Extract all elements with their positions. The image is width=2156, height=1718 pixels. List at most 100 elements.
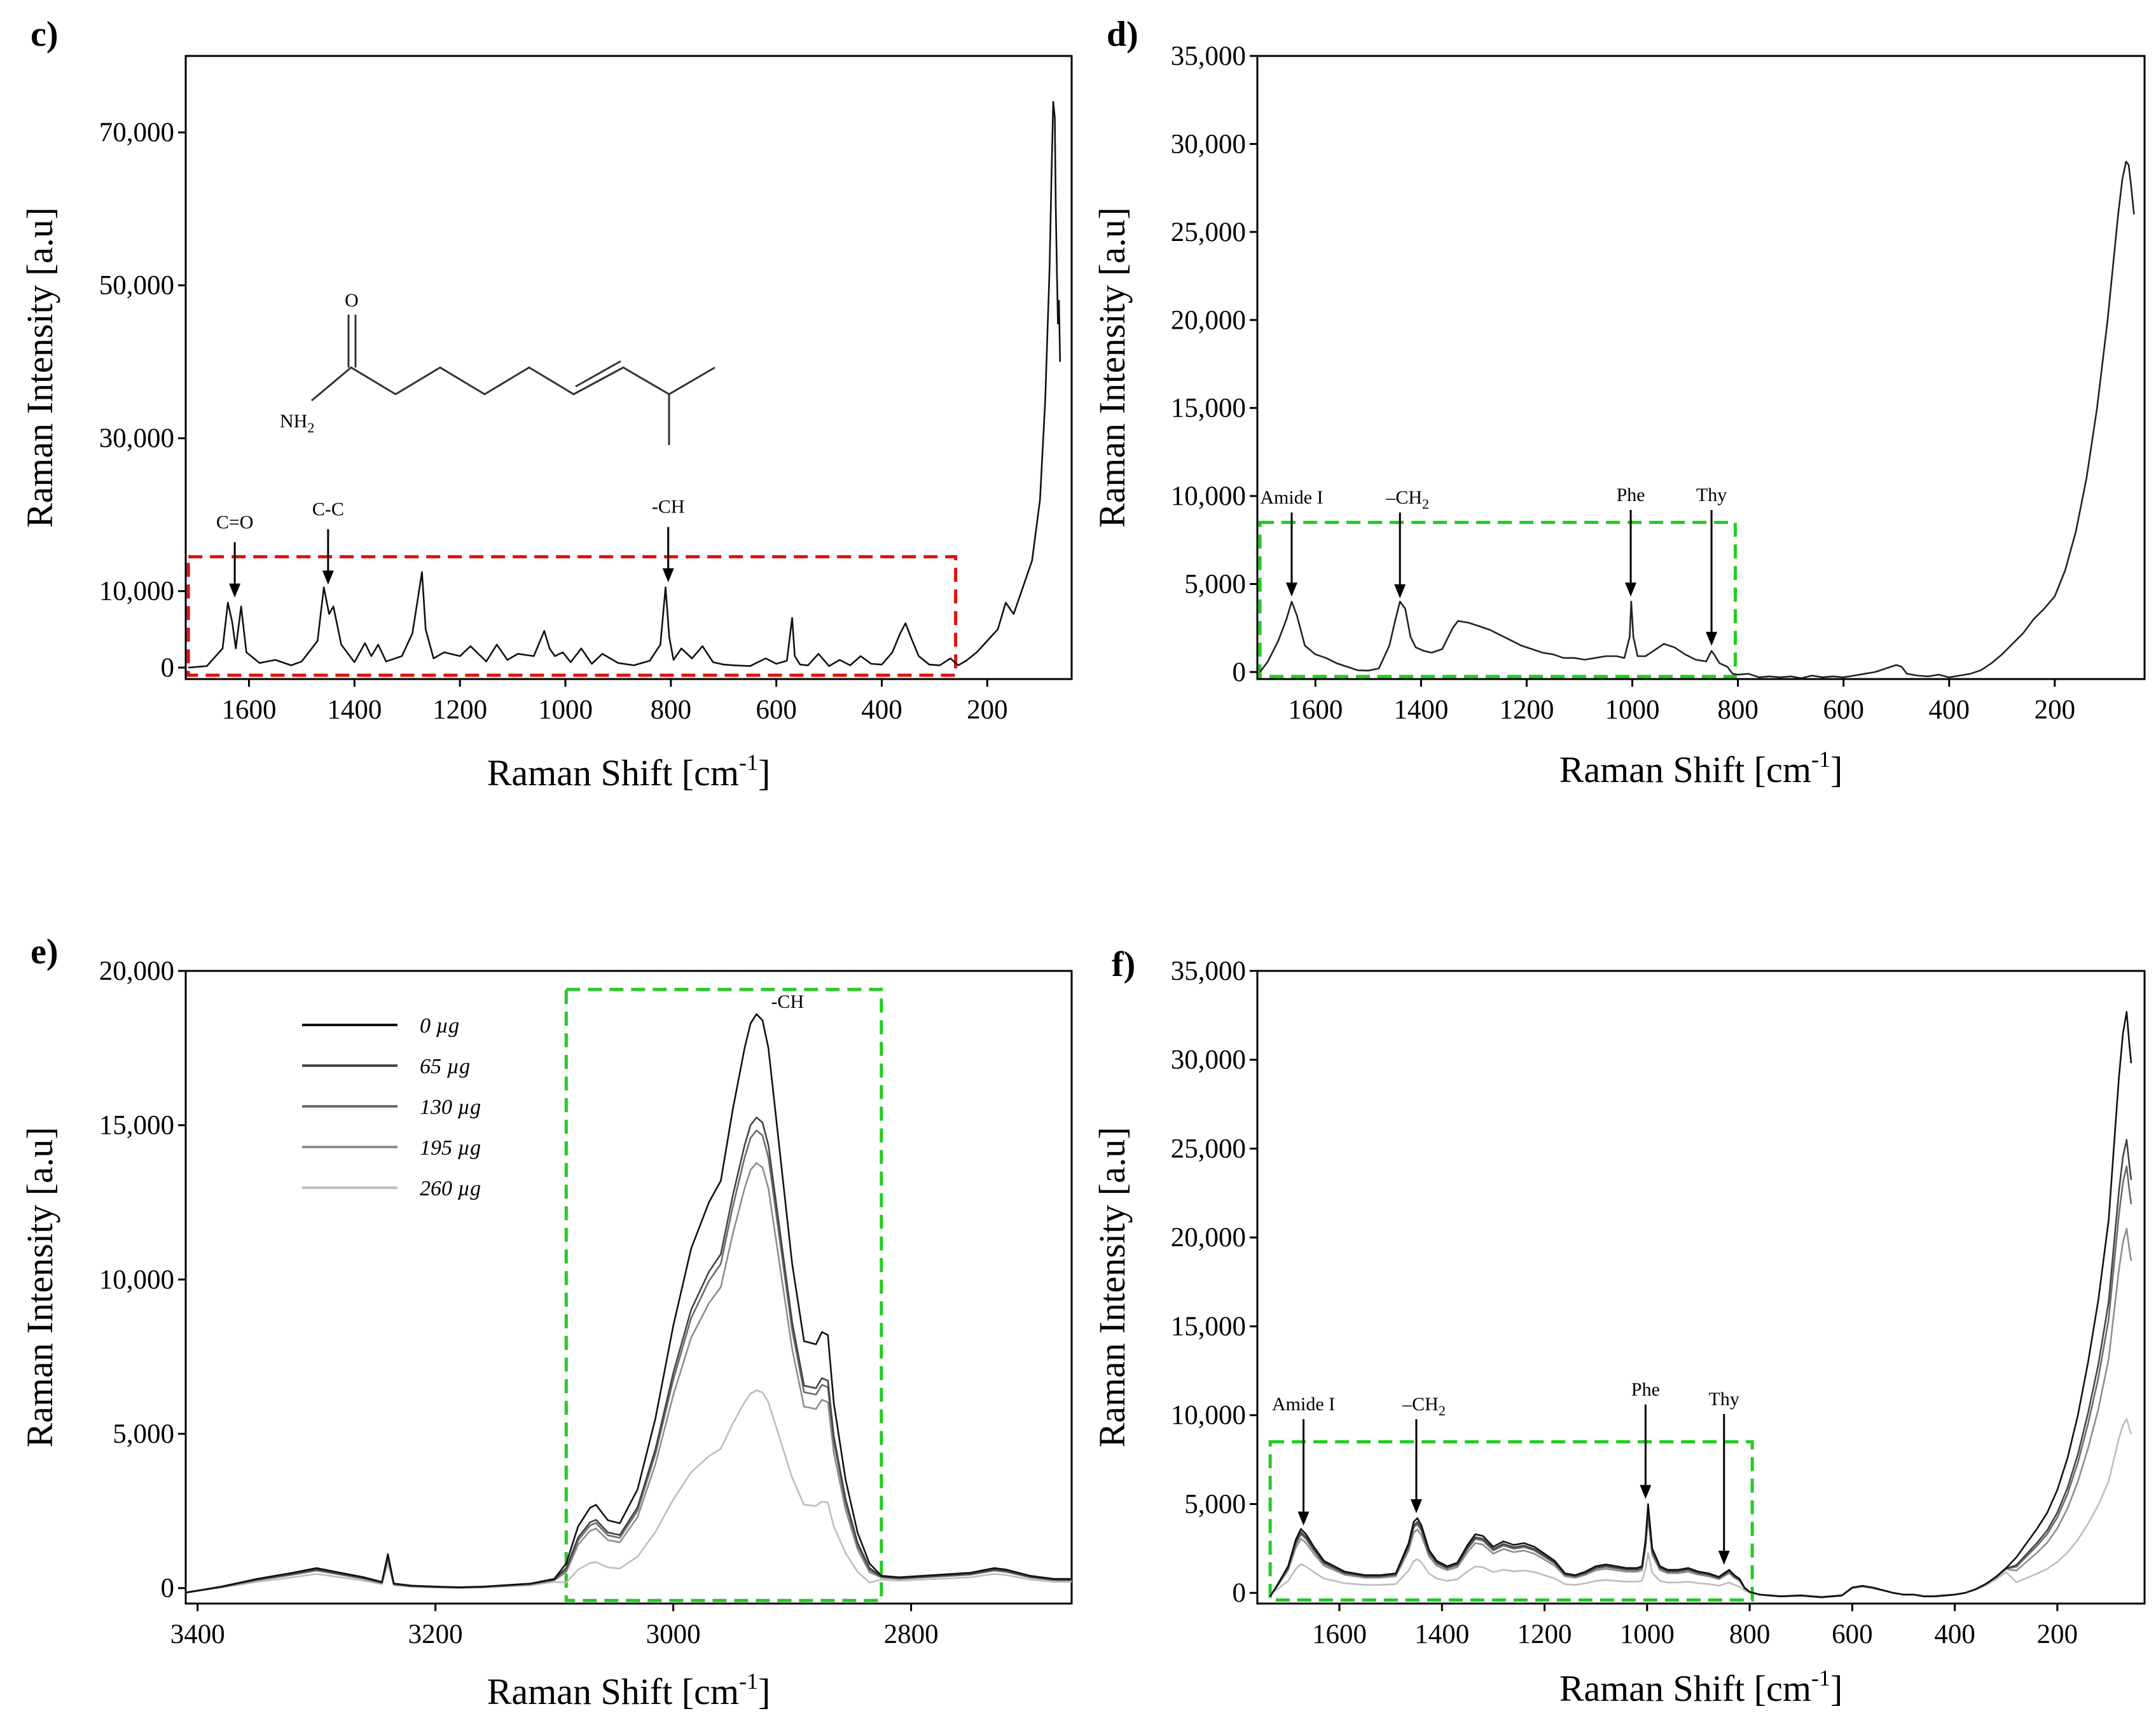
x-tick-label: 600: [1823, 695, 1864, 725]
y-tick-label: 10,000: [1171, 481, 1246, 511]
peak-annotation-subscript: 2: [1422, 496, 1429, 512]
y-tick-label: 5,000: [1184, 1489, 1246, 1519]
peak-annotation: Thy: [1696, 484, 1727, 505]
y-tick-label: 30,000: [99, 423, 174, 453]
molecule-amine: NH2: [280, 411, 314, 436]
y-tick-label: 20,000: [1171, 1223, 1246, 1253]
highlight-region: [186, 555, 958, 677]
series-line: [1269, 1011, 2132, 1598]
peak-annotation-text: Phe: [1631, 1379, 1660, 1400]
annotation-arrowhead: [1718, 1550, 1730, 1565]
panel-label: f): [1112, 945, 1135, 984]
plot-frame: [184, 970, 1073, 1605]
series-line: [1269, 1228, 2132, 1598]
x-axis-label-end: ]: [758, 1671, 770, 1712]
x-axis-label: Raman Shift [cm-1]: [1559, 1665, 1843, 1709]
x-tick-label: 3200: [408, 1619, 463, 1649]
panel-label: e): [31, 932, 59, 972]
y-tick-label: 5,000: [113, 1419, 174, 1449]
x-axis-label: Raman Shift [cm-1]: [1559, 746, 1843, 790]
x-axis-label-text: Raman Shift [cm: [487, 752, 739, 794]
peak-annotation: Phe: [1631, 1379, 1660, 1400]
highlight-region: [1268, 1440, 1754, 1602]
x-axis-label-superscript: -1: [739, 1668, 758, 1694]
series-line: [185, 1129, 1072, 1594]
plot-frame: [184, 55, 1073, 680]
y-tick-label: 0: [161, 1574, 175, 1604]
peak-annotation-text: -CH: [652, 497, 685, 518]
molecule-double-bond: [575, 360, 621, 388]
annotation-arrowhead: [1297, 1511, 1309, 1526]
y-tick-label: 20,000: [1171, 305, 1246, 335]
x-axis-label-end: ]: [1830, 749, 1842, 790]
annotation-arrowhead: [1625, 582, 1637, 597]
x-axis-label-end: ]: [1830, 1668, 1842, 1709]
highlight-region: [564, 987, 883, 1602]
x-tick-label: 1600: [222, 695, 277, 725]
peak-annotation: –CH2: [1385, 487, 1429, 512]
x-tick-label: 400: [1934, 1619, 1975, 1649]
y-tick-label: 10,000: [1171, 1401, 1246, 1431]
annotation-arrowhead: [1394, 584, 1406, 598]
highlight-region: [1258, 521, 1737, 678]
x-tick-label: 1200: [1499, 695, 1554, 725]
x-tick-label: 200: [2035, 695, 2076, 725]
x-axis-label-text: Raman Shift [cm: [1559, 1668, 1811, 1709]
x-axis-label-end: ]: [758, 752, 770, 794]
x-tick-label: 400: [861, 695, 902, 725]
y-axis-label: Raman Intensity [a.u]: [1091, 1127, 1133, 1447]
annotation-arrowhead: [662, 568, 674, 582]
legend-label: 260 µg: [420, 1177, 481, 1200]
series-line: [1269, 1165, 2132, 1598]
x-tick-label: 3400: [170, 1619, 225, 1649]
y-tick-label: 70,000: [99, 118, 174, 148]
peak-annotation: -CH: [771, 991, 804, 1012]
plot-frame: [1256, 970, 2146, 1605]
x-tick-label: 800: [1717, 695, 1759, 725]
peak-annotation-text: Thy: [1696, 484, 1727, 505]
x-tick-label: 1600: [1312, 1619, 1367, 1649]
peak-annotation-text: C=O: [216, 512, 254, 533]
y-tick-label: 15,000: [1171, 394, 1246, 423]
x-axis-label-text: Raman Shift [cm: [1559, 749, 1811, 790]
peak-annotation-text: C-C: [312, 498, 344, 519]
peak-annotation: C-C: [312, 498, 344, 519]
annotation-arrowhead: [1285, 582, 1297, 597]
y-tick-label: 25,000: [1171, 1134, 1246, 1164]
peak-annotation: Phe: [1617, 484, 1645, 505]
x-tick-label: 1400: [1414, 1619, 1469, 1649]
y-tick-label: 35,000: [1171, 41, 1246, 71]
x-tick-label: 1400: [1393, 695, 1448, 725]
series-line: [185, 1162, 1072, 1594]
panel-label: c): [31, 15, 59, 54]
x-tick-label: 1600: [1288, 695, 1343, 725]
x-tick-label: 200: [967, 695, 1008, 725]
peak-annotation-text: Thy: [1709, 1389, 1739, 1410]
y-tick-label: 5,000: [1184, 570, 1246, 600]
peak-annotation-text: Amide I: [1260, 487, 1323, 508]
series-line: [1269, 1139, 2132, 1598]
x-axis-label: Raman Shift [cm-1]: [487, 1668, 771, 1712]
y-tick-label: 30,000: [1171, 1045, 1246, 1075]
x-tick-label: 600: [756, 695, 797, 725]
x-tick-label: 1400: [327, 695, 382, 725]
y-tick-label: 50,000: [99, 271, 174, 301]
peak-annotation-text: Amide I: [1272, 1394, 1335, 1415]
chart-panel-d: 0 5,000 10,000 15,000 20,000 25,000 30,000 35,0…: [1091, 15, 2146, 790]
y-axis-label: Raman Intensity [a.u]: [19, 1127, 60, 1447]
series-line: [1269, 1418, 2132, 1598]
series-line: [185, 1389, 1072, 1593]
annotation-arrowhead: [1706, 631, 1718, 646]
x-axis-label-superscript: -1: [739, 750, 758, 775]
molecule-amine-subscript: 2: [307, 420, 314, 436]
legend-label: 0 µg: [420, 1014, 459, 1038]
legend-label: 130 µg: [420, 1096, 481, 1119]
x-tick-label: 3000: [646, 1619, 701, 1649]
x-axis-label-text: Raman Shift [cm: [487, 1671, 739, 1712]
x-tick-label: 200: [2037, 1619, 2078, 1649]
y-tick-label: 10,000: [99, 1265, 174, 1295]
annotation-arrowhead: [229, 583, 241, 598]
chart-panel-c: 0 10,000 30,000 50,000 70,000 1600 1400 1200 100…: [19, 15, 1073, 794]
molecule-amine-text: NH: [280, 411, 307, 432]
